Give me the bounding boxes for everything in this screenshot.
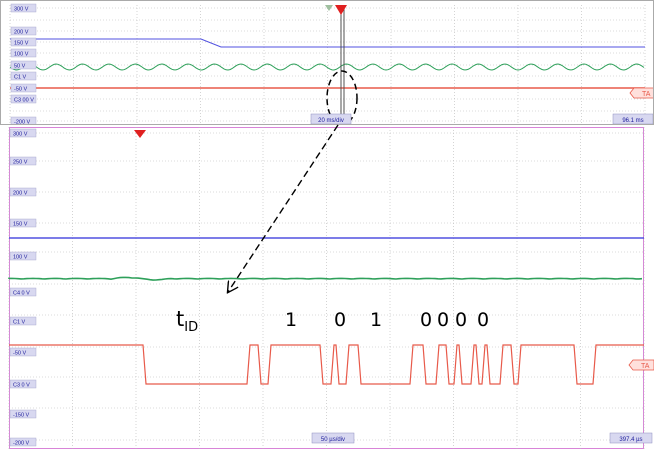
marker-icon [325, 5, 333, 11]
bit-label: 0 [420, 309, 433, 331]
zoom-scope-panel: 300 V 250 V 200 V 150 V 100 V C4 0 V C1 V -50 V… [0, 127, 654, 450]
zoom-y-tick: -200 V [9, 437, 37, 447]
tid-label: tID [176, 307, 199, 336]
zoom-y-tick: C3 0 V [9, 379, 37, 389]
zoom-waveform-plot: 300 V 250 V 200 V 150 V 100 V C4 0 V C1 V -50 V… [8, 127, 654, 449]
overview-trace-tag: TA [629, 87, 653, 99]
zoom-red-trace [9, 344, 644, 385]
overview-trace-label: TA [642, 91, 651, 98]
bit-label: 0 [334, 309, 347, 331]
zoom-y-tick: C1 V [9, 316, 37, 326]
zoom-y-tick: C4 0 V [9, 287, 37, 297]
overview-green-trace [9, 63, 645, 71]
zoom-trace-label: TA [641, 363, 650, 370]
overview-y-tick: 50 V [10, 60, 37, 70]
zoom-y-tick-label: -50 V [13, 351, 26, 357]
zoom-grid [8, 127, 645, 449]
overview-scope-panel: 300 V 200 V 150 V 100 V 50 V C1 V -50 V C3 00 V… [0, 0, 654, 125]
zoom-y-tick-label: -200 V [13, 441, 30, 447]
overview-time-div-label: 20 ms/div [318, 118, 344, 124]
zoom-y-tick: 250 V [9, 156, 37, 166]
zoom-time-div-label: 50 µs/div [321, 437, 345, 443]
overview-y-tick-label: C3 00 V [14, 98, 34, 104]
zoom-y-tick-label: -150 V [13, 413, 30, 419]
bit-label: 0 [477, 309, 490, 331]
overview-y-tick: C1 V [10, 71, 37, 81]
overview-y-tick: -200 V [10, 116, 37, 126]
zoom-time-div-box: 50 µs/div [311, 432, 355, 444]
overview-y-tick-label: 100 V [14, 52, 29, 58]
zoom-y-tick: 150 V [9, 218, 37, 228]
zoom-region-ellipse [326, 70, 358, 124]
zoom-y-tick-label: C1 V [13, 320, 26, 326]
zoom-y-tick: 300 V [9, 128, 37, 138]
overview-time-div-box: 20 ms/div [310, 113, 352, 124]
zoom-y-tick-label: C3 0 V [13, 383, 30, 389]
overview-y-tick: 300 V [10, 3, 37, 13]
overview-y-tick: 200 V [10, 26, 37, 36]
zoom-y-tick-label: 200 V [13, 191, 28, 197]
zoom-y-tick-label: 250 V [13, 160, 28, 166]
zoom-y-ticks: 300 V 250 V 200 V 150 V 100 V C4 0 V C1 V -50 V… [9, 128, 37, 447]
zoom-y-tick: 100 V [9, 251, 37, 261]
overview-y-tick-label: 150 V [14, 41, 29, 47]
zoom-y-tick: -50 V [9, 347, 37, 357]
bit-label: 0 [455, 309, 468, 331]
overview-time-offset-label: 96.1 ms [622, 118, 643, 124]
zoom-time-offset-label: 397.4 µs [619, 437, 642, 443]
bit-label: 1 [285, 309, 298, 331]
overview-traces [9, 38, 645, 89]
bit-label: 0 [437, 309, 450, 331]
overview-y-tick-label: -200 V [14, 120, 31, 126]
overview-time-offset-box: 96.1 ms [612, 113, 653, 124]
zoom-y-tick-label: 100 V [13, 255, 28, 261]
overview-y-tick: -50 V [10, 83, 37, 93]
overview-y-tick-label: C1 V [14, 75, 27, 81]
zoom-trace-tag: TA [628, 359, 654, 371]
zoom-time-offset-box: 397.4 µs [609, 432, 653, 444]
overview-y-tick: C3 00 V [10, 94, 37, 104]
overview-y-ticks: 300 V 200 V 150 V 100 V 50 V C1 V -50 V C3 00 V… [10, 3, 37, 126]
overview-y-tick-label: -50 V [14, 87, 27, 93]
overview-y-tick: 150 V [10, 37, 37, 47]
overview-waveform-plot: 300 V 200 V 150 V 100 V 50 V C1 V -50 V C3 00 V… [9, 3, 653, 126]
overview-y-tick-label: 200 V [14, 30, 29, 36]
trigger-marker-icon[interactable] [335, 5, 347, 15]
overview-blue-trace [10, 38, 645, 48]
zoom-y-tick-label: C4 0 V [13, 291, 30, 297]
overview-y-tick-label: 300 V [14, 7, 29, 13]
zoom-y-tick-label: 300 V [13, 132, 28, 138]
zoom-y-tick-label: 150 V [13, 222, 28, 228]
zoom-trigger-marker-icon[interactable] [134, 130, 146, 138]
overview-y-tick: 100 V [10, 48, 37, 58]
zoom-y-tick: -150 V [9, 409, 37, 419]
zoom-y-tick: 200 V [9, 187, 37, 197]
bit-label: 1 [370, 309, 383, 331]
overview-y-tick-label: 50 V [14, 64, 26, 70]
zoom-green-trace [8, 276, 643, 281]
